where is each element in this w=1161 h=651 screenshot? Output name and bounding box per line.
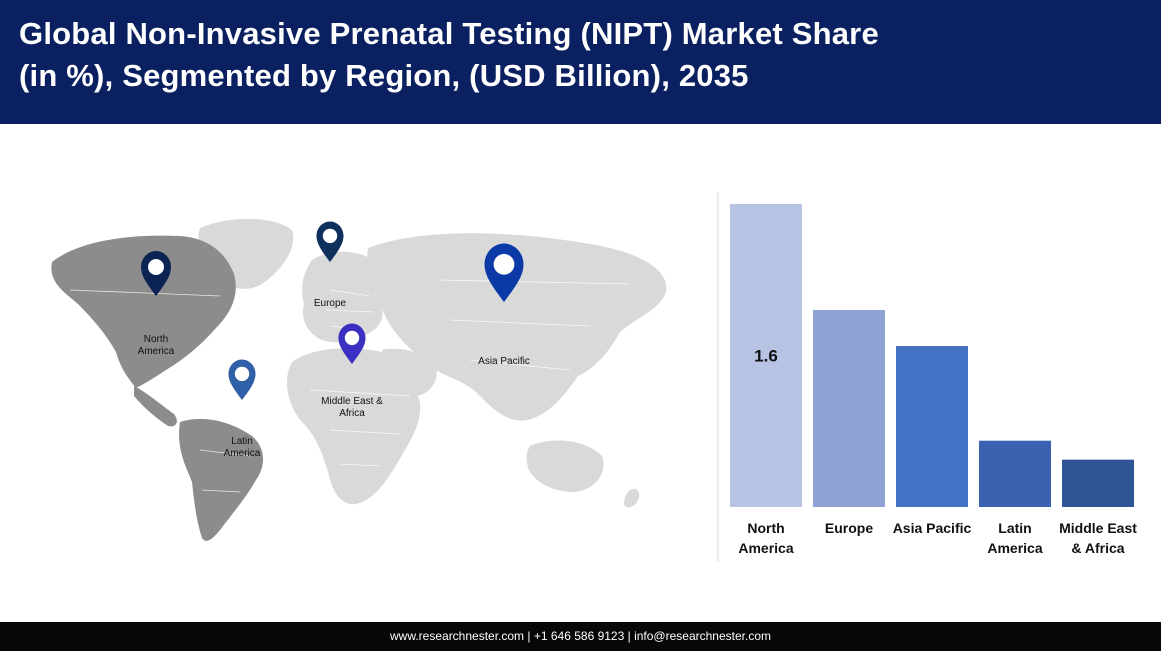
page-title-line-2: (in %), Segmented by Region, (USD Billio… — [19, 58, 749, 93]
map-pin-0 — [141, 251, 171, 296]
category-label: Asia Pacific — [893, 520, 972, 536]
footer-email: info@researchnester.com — [634, 629, 771, 643]
bar-data-label: 1.6 — [754, 347, 778, 366]
map-region-label: Europe — [314, 298, 347, 309]
page-title-line-1: Global Non-Invasive Prenatal Testing (NI… — [19, 16, 879, 51]
bar-0 — [730, 204, 802, 507]
footer-website: www.researchnester.com — [390, 629, 525, 643]
map-pin-1 — [316, 221, 344, 262]
map-region-label: North America — [138, 334, 175, 357]
category-label: Europe — [825, 520, 873, 536]
map-region-label: Latin America — [224, 436, 261, 459]
header-banner: Global Non-Invasive Prenatal Testing (NI… — [0, 0, 1161, 124]
category-label: North America — [738, 520, 793, 556]
bar-4 — [1062, 459, 1134, 507]
africa-shape — [287, 348, 421, 505]
oceania-shape — [526, 440, 604, 492]
south-america-shape — [179, 418, 264, 541]
map-pin-2 — [484, 243, 524, 302]
footer-separator-1: | — [524, 629, 534, 643]
footer-phone: +1 646 586 9123 — [533, 629, 625, 643]
footer-separator-2: | — [624, 629, 635, 643]
footer-bar: www.researchnester.com | +1 646 586 9123… — [0, 622, 1161, 651]
map-region-label: Middle East & Africa — [321, 396, 383, 419]
bar-chart: 1.6 North America Europe Asia Pacific Latin A… — [717, 192, 1137, 562]
map-pin-3 — [338, 323, 366, 364]
central-america-shape — [134, 386, 177, 427]
bar-2 — [896, 346, 968, 507]
new-zealand-shape — [624, 488, 640, 508]
map-region-label: Asia Pacific — [478, 356, 530, 367]
category-label: Middle East & Africa — [1059, 520, 1137, 556]
bar-1 — [813, 310, 885, 507]
world-map: North America Europe Asia Pacific Middle Eas… — [51, 218, 667, 541]
north-america-shape — [51, 235, 236, 388]
bar-3 — [979, 440, 1051, 507]
europe-shape — [302, 251, 383, 343]
map-pin-4 — [228, 359, 256, 400]
category-label: Latin America — [987, 520, 1042, 556]
middle-east-shape — [382, 348, 437, 396]
